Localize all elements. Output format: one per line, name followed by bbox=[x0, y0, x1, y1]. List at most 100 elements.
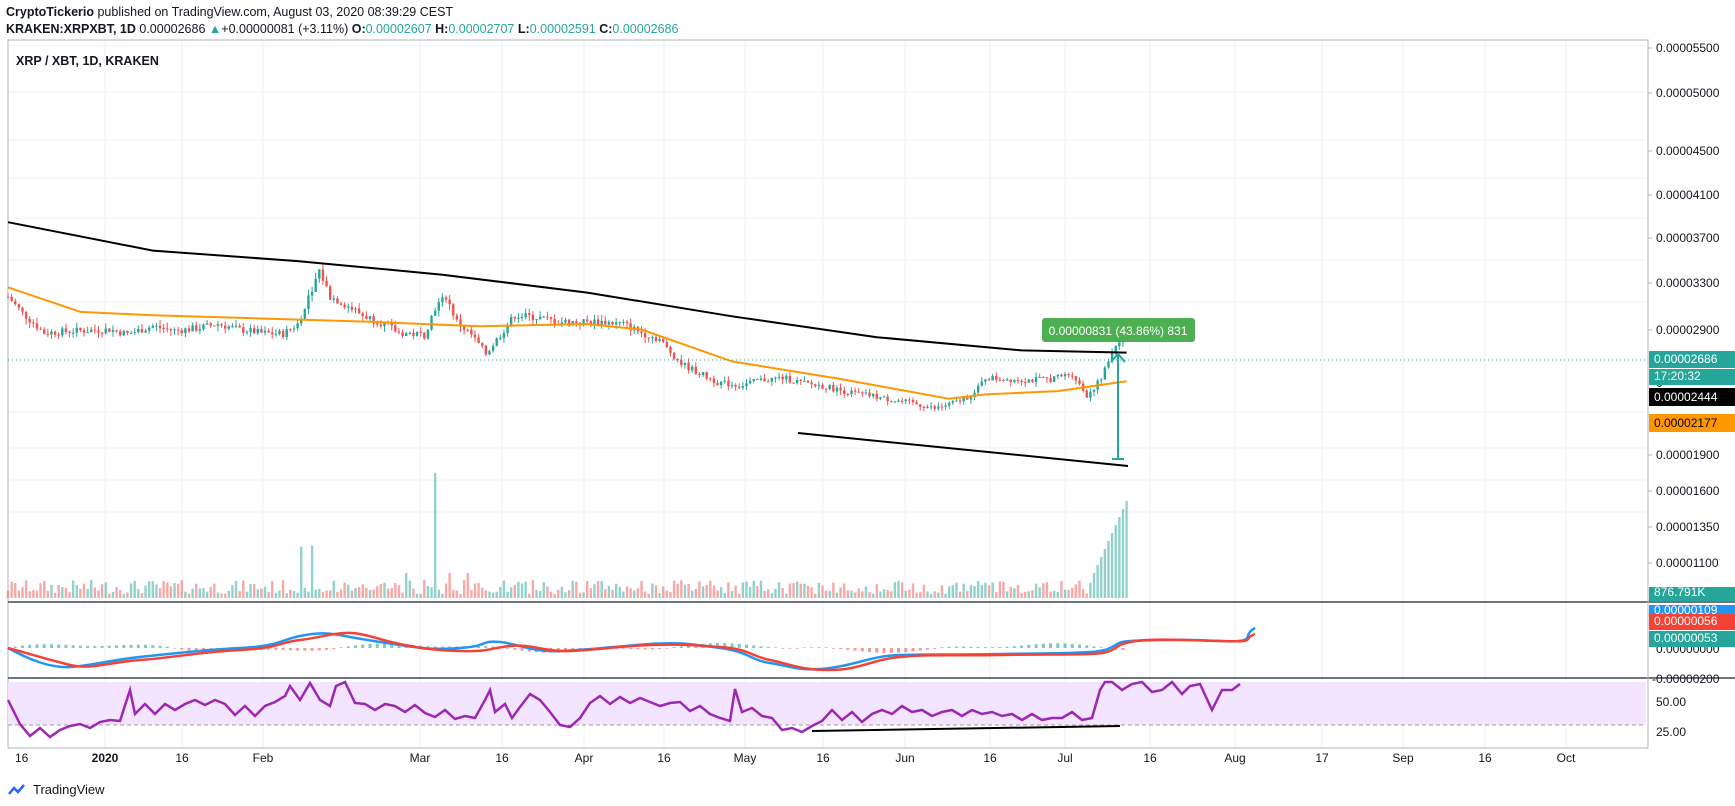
macd-hist-bar bbox=[802, 647, 806, 648]
candle-body bbox=[1045, 377, 1049, 379]
candle-body bbox=[651, 336, 654, 339]
candle-body bbox=[745, 383, 748, 387]
candle-body bbox=[680, 360, 683, 366]
volume-badge: 876.791K bbox=[1654, 585, 1705, 599]
time-axis[interactable]: 16 2020 16 Feb Mar 16 Apr 16 May 16 Jun 16 Jul 16 Aug 1… bbox=[15, 751, 1576, 765]
candle-body bbox=[325, 280, 328, 287]
candle-body bbox=[347, 306, 350, 308]
candle-body bbox=[336, 298, 339, 304]
candle-body bbox=[1034, 377, 1038, 383]
candle-body bbox=[502, 333, 506, 338]
candle-body bbox=[93, 329, 97, 331]
candle-body bbox=[665, 341, 669, 347]
candle-body bbox=[397, 331, 401, 333]
macd-hist-bar bbox=[1041, 643, 1045, 648]
candle-body bbox=[433, 310, 437, 316]
candle-body bbox=[1042, 377, 1045, 379]
candle-body bbox=[611, 321, 614, 325]
volume-bar bbox=[926, 591, 929, 598]
candle-body bbox=[394, 325, 397, 332]
volume-bar bbox=[499, 586, 502, 598]
candle-body bbox=[575, 321, 578, 323]
tradingview-footer[interactable]: TradingView bbox=[8, 782, 105, 797]
candle-body bbox=[890, 401, 893, 403]
macd-hist-bar bbox=[1049, 643, 1053, 648]
volume-bar bbox=[488, 591, 491, 598]
price-axis-label: 0.00004500 bbox=[1656, 144, 1720, 158]
volume-bar bbox=[839, 587, 842, 598]
volume-bar bbox=[481, 587, 484, 598]
volume-bar bbox=[900, 582, 904, 598]
volume-bar bbox=[462, 580, 466, 598]
macd-hist-bar bbox=[506, 648, 510, 649]
volume-bar bbox=[915, 592, 918, 598]
volume-bar bbox=[647, 593, 650, 598]
volume-bar bbox=[886, 590, 889, 598]
candle-body bbox=[1005, 379, 1009, 381]
price-axis-label: 0.00001100 bbox=[1656, 556, 1719, 570]
measure-label-bg bbox=[1042, 318, 1195, 342]
candle-body bbox=[488, 350, 491, 355]
candle-body bbox=[238, 325, 241, 328]
candle-body bbox=[90, 329, 93, 333]
candle-body bbox=[274, 333, 278, 335]
volume-bar bbox=[976, 580, 980, 598]
candle-body bbox=[155, 325, 158, 327]
close-label: C: bbox=[599, 22, 613, 36]
candle-body bbox=[122, 330, 126, 336]
hist-badge: 0.00000053 bbox=[1654, 631, 1718, 645]
close-value: 0.00002686 bbox=[612, 22, 679, 36]
last-price-badge: 0.00002686 bbox=[1654, 352, 1718, 366]
volume-bar bbox=[810, 587, 813, 598]
candle-body bbox=[777, 376, 781, 378]
candle-body bbox=[169, 328, 173, 331]
candle-body bbox=[785, 376, 788, 380]
volume-bar bbox=[119, 589, 122, 598]
macd-hist-bar bbox=[788, 648, 792, 649]
volume-bar bbox=[368, 590, 372, 598]
volume-bar bbox=[444, 583, 448, 598]
macd-hist-bar bbox=[650, 648, 654, 650]
candle-body bbox=[71, 332, 75, 334]
volume-bar bbox=[738, 593, 741, 598]
price-axis[interactable]: 0.00005500 0.00005000 0.00004500 0.00004100… bbox=[1648, 41, 1720, 739]
macd-hist-bar bbox=[868, 648, 872, 653]
candle-body bbox=[966, 397, 969, 400]
time-axis-label: 16 bbox=[1478, 751, 1492, 765]
candle-body bbox=[198, 329, 202, 331]
candle-body bbox=[245, 332, 249, 334]
tradingview-logo-icon bbox=[8, 783, 25, 795]
macd-hist-bar bbox=[687, 645, 691, 648]
price-axis-label: 0.00002900 bbox=[1656, 323, 1720, 337]
candlesticks[interactable] bbox=[6, 263, 1128, 412]
volume-bar bbox=[122, 593, 126, 598]
candle-body bbox=[832, 385, 835, 392]
volume-bar bbox=[300, 546, 303, 598]
volume-bar bbox=[987, 585, 991, 598]
volume-bar bbox=[741, 582, 745, 598]
volume-bar bbox=[658, 593, 661, 598]
volume-bar bbox=[651, 583, 654, 598]
volume-bar bbox=[1114, 525, 1117, 598]
volume-bar bbox=[104, 582, 107, 598]
volume-bar bbox=[339, 589, 343, 598]
candle-body bbox=[676, 359, 679, 361]
candle-body bbox=[24, 311, 28, 319]
volume-bar bbox=[405, 573, 408, 598]
candle-body bbox=[582, 319, 585, 324]
volume-bar bbox=[386, 588, 390, 598]
price-axis-label: 0.00003700 bbox=[1656, 231, 1720, 245]
volume-bar bbox=[919, 592, 922, 598]
volume-bar bbox=[607, 586, 611, 598]
time-axis-label: 16 bbox=[15, 751, 29, 765]
volume-bar bbox=[593, 584, 596, 598]
volume-bar bbox=[256, 589, 259, 598]
candle-body bbox=[1038, 377, 1041, 379]
volume-bar bbox=[861, 591, 864, 598]
volume-bar bbox=[289, 589, 292, 598]
open-label: O: bbox=[351, 22, 366, 36]
candle-body bbox=[35, 323, 39, 329]
candle-body bbox=[752, 379, 755, 382]
candle-body bbox=[524, 313, 527, 318]
